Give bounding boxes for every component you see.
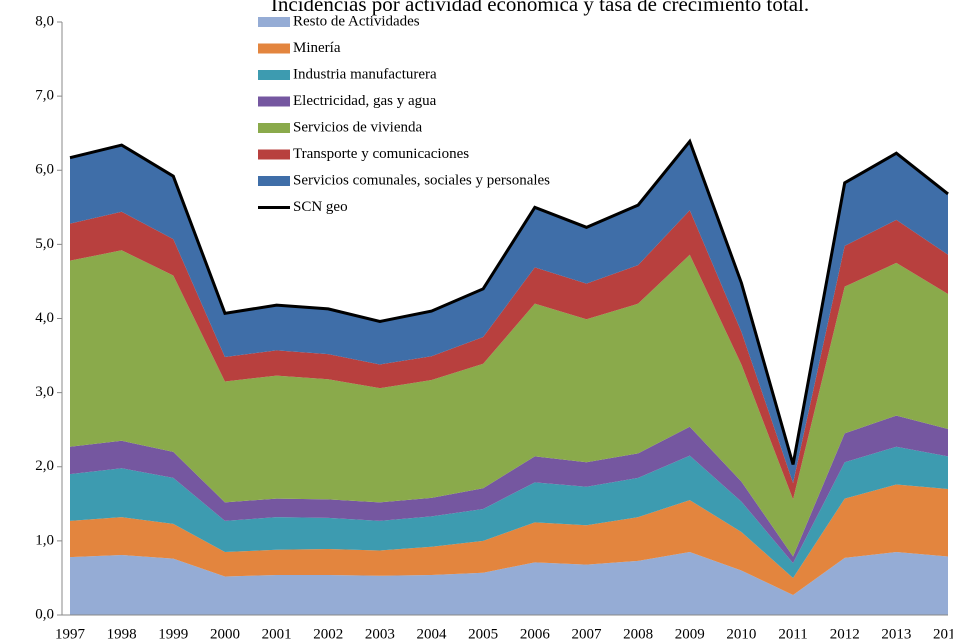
legend-label: Transporte y comunicaciones xyxy=(293,146,469,162)
legend-label: Electricidad, gas y agua xyxy=(293,93,437,109)
x-tick-label: 2007 xyxy=(571,626,602,642)
legend-label: SCN geo xyxy=(293,199,348,215)
y-tick-label: 3,0 xyxy=(35,384,54,400)
y-tick-label: 6,0 xyxy=(35,162,54,178)
x-tick-label: 2001 xyxy=(262,626,292,642)
legend-swatch xyxy=(258,149,290,160)
x-tick-label: 2011 xyxy=(778,626,807,642)
y-tick-label: 0,0 xyxy=(35,606,54,622)
x-tick-label: 2002 xyxy=(313,626,343,642)
x-tick-label: 1999 xyxy=(158,626,188,642)
legend-swatch xyxy=(258,17,290,27)
line xyxy=(69,138,949,465)
x-tick-label: 2010 xyxy=(726,626,756,642)
area xyxy=(70,210,948,500)
y-tick-label: 8,0 xyxy=(35,13,54,29)
legend-swatch xyxy=(258,43,290,54)
area xyxy=(70,415,948,564)
legend-label: Resto de Actividades xyxy=(293,13,420,29)
y-tick-label: 7,0 xyxy=(35,88,54,104)
chart-title: Incidencias por actividad económica y ta… xyxy=(271,0,809,16)
area xyxy=(70,446,948,578)
x-tick-label: 1998 xyxy=(107,626,137,642)
area xyxy=(70,551,948,615)
y-tick-label: 5,0 xyxy=(35,236,54,252)
x-tick-label: 2014 xyxy=(933,626,953,642)
legend-label: Minería xyxy=(293,40,341,56)
legend-label: Industria manufacturera xyxy=(293,66,437,82)
legend-swatch xyxy=(258,70,290,80)
legend-swatch xyxy=(258,96,290,107)
x-tick-label: 2003 xyxy=(365,626,395,642)
x-tick-label: 2008 xyxy=(623,626,653,642)
area xyxy=(70,250,948,557)
y-tick-label: 1,0 xyxy=(35,532,54,548)
legend-label: Servicios de vivienda xyxy=(293,119,422,135)
legend-label: Servicios comunales, sociales y personal… xyxy=(293,172,550,188)
x-tick-label: 2004 xyxy=(417,626,448,642)
legend-swatch xyxy=(258,123,290,133)
x-tick-label: 2000 xyxy=(210,626,240,642)
x-tick-label: 1997 xyxy=(55,626,86,642)
x-tick-label: 2012 xyxy=(830,626,860,642)
legend-swatch xyxy=(258,176,290,186)
y-tick-label: 2,0 xyxy=(35,458,54,474)
x-tick-label: 2009 xyxy=(675,626,705,642)
x-tick-label: 2006 xyxy=(520,626,551,642)
x-tick-label: 2005 xyxy=(468,626,498,642)
y-tick-label: 4,0 xyxy=(35,310,54,326)
area xyxy=(70,484,948,595)
x-tick-label: 2013 xyxy=(881,626,911,642)
